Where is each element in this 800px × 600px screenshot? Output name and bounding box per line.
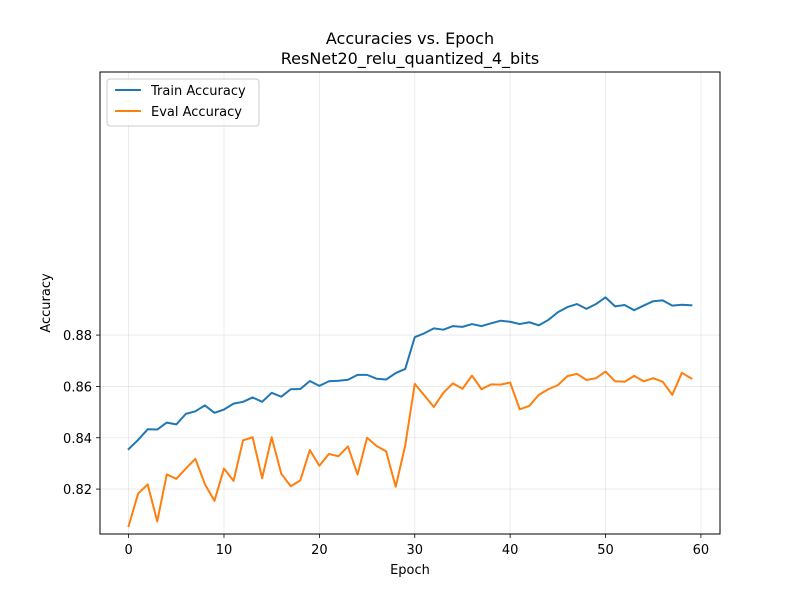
x-tick-label: 0	[124, 543, 132, 558]
x-tick-label: 60	[693, 543, 710, 558]
x-tick-label: 30	[406, 543, 423, 558]
x-axis-ticks: 0 10 20 30 40 50 60	[124, 534, 709, 558]
y-tick-label: 0.86	[63, 380, 92, 395]
y-tick-label: 0.82	[63, 483, 92, 498]
x-tick-label: 10	[216, 543, 233, 558]
x-tick-label: 50	[597, 543, 614, 558]
x-tick-label: 40	[502, 543, 519, 558]
x-axis-label: Epoch	[390, 563, 430, 578]
legend: Train Accuracy Eval Accuracy	[106, 78, 260, 127]
legend-label-eval: Eval Accuracy	[151, 105, 242, 120]
chart-title: Accuracies vs. Epoch	[326, 29, 494, 48]
series-layer	[127, 296, 693, 528]
series-line-train-accuracy	[127, 296, 693, 451]
y-tick-label: 0.84	[63, 432, 92, 447]
y-axis-ticks: 0.82 0.84 0.86 0.88	[63, 329, 100, 498]
y-axis-label: Accuracy	[39, 273, 54, 333]
series-line-eval-accuracy	[127, 370, 693, 528]
grid	[100, 72, 720, 534]
legend-box	[106, 78, 260, 127]
legend-label-train: Train Accuracy	[150, 84, 246, 99]
plot-frame	[99, 71, 721, 535]
chart-subtitle: ResNet20_relu_quantized_4_bits	[281, 49, 539, 69]
y-tick-label: 0.88	[63, 329, 92, 344]
x-tick-label: 20	[311, 543, 328, 558]
